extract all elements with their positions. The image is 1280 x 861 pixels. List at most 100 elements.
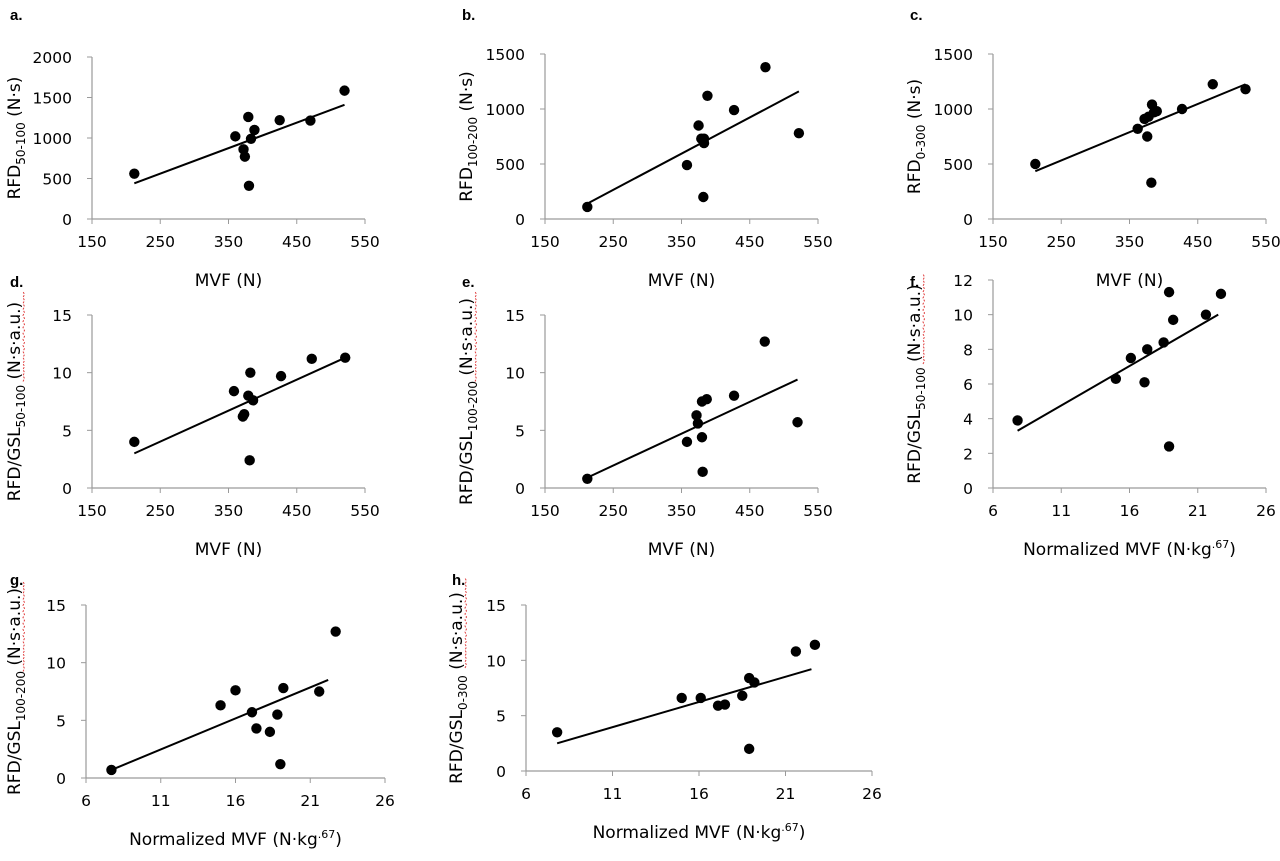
x-tick-label: 250 (598, 502, 628, 520)
data-point (245, 367, 256, 378)
panel-label: c. (910, 7, 923, 24)
x-tick-label: 11 (603, 785, 623, 803)
x-tick-label: 150 (77, 502, 107, 520)
data-point (306, 353, 317, 365)
panel-b: b. 150 250 350 450 550 0 500 1000 1500 MVF (N) RFD1… (457, 7, 833, 291)
data-point (698, 191, 709, 203)
data-point (228, 385, 240, 397)
data-point (759, 336, 770, 347)
y-tick-label: 12 (953, 272, 973, 290)
data-point (681, 159, 693, 171)
panel-label: a. (10, 7, 23, 24)
data-point (1200, 309, 1212, 320)
data-point (1125, 352, 1137, 364)
x-axis-label: MVF (N) (1096, 271, 1163, 291)
y-tick-label: 0 (963, 480, 973, 498)
spellcheck-squiggle (464, 577, 468, 669)
x-tick-label: 350 (214, 233, 244, 251)
y-tick-label: 2000 (33, 49, 72, 67)
x-tick-label: 450 (735, 502, 765, 520)
data-point (749, 677, 760, 688)
data-point (251, 723, 262, 734)
trend-line (556, 668, 812, 745)
data-point (106, 764, 117, 776)
data-point (793, 128, 805, 139)
data-point (696, 432, 708, 443)
trend-line (1017, 313, 1219, 432)
data-point (264, 726, 276, 738)
y-tick-label: 0 (62, 480, 72, 498)
y-tick-label: 500 (943, 156, 973, 174)
data-point (230, 685, 241, 696)
x-axis-label: Normalized MVF (N·kg.67) (593, 821, 806, 843)
y-tick-label: 0 (963, 211, 973, 229)
x-tick-label: 350 (1115, 233, 1145, 251)
y-tick-label: 15 (46, 597, 66, 615)
panel-label: d. (10, 274, 23, 291)
data-point (697, 466, 708, 478)
data-point (249, 124, 260, 136)
y-tick-label: 15 (505, 307, 525, 325)
x-tick-label: 350 (667, 233, 697, 251)
data-point (551, 727, 563, 738)
y-tick-label: 0 (515, 480, 525, 498)
data-point (582, 473, 593, 484)
data-point (790, 646, 802, 657)
data-point (1158, 337, 1169, 348)
data-point (691, 410, 702, 421)
data-point (246, 707, 258, 718)
data-point (737, 690, 748, 701)
data-point (760, 61, 771, 73)
data-point (275, 370, 287, 382)
panel-label: g. (10, 572, 23, 589)
x-axis-label: Normalized MVF (N·kg.67) (1023, 538, 1236, 560)
panel-a: a. 150 250 350 450 550 0 500 1000 1500 2000 MVF (N)… (5, 7, 380, 291)
x-tick-label: 6 (988, 502, 998, 520)
spellcheck-squiggle (22, 291, 26, 382)
y-tick-label: 15 (486, 597, 506, 615)
data-point (702, 90, 713, 102)
x-tick-label: 150 (530, 233, 560, 251)
y-axis-label: RFD0-300 (N·s) (905, 79, 928, 194)
panel-g: g. 6 11 16 21 26 0 5 10 15 Normalized MVF (N·kg.67… (5, 572, 395, 850)
data-point (230, 131, 241, 142)
y-axis-label: RFD/GSL100-200 (N·s·a.u.) (457, 298, 480, 505)
data-point (340, 352, 351, 363)
trend-line (586, 90, 800, 205)
y-axis-label: RFD/GSL50-100 (N·s·a.u.) (905, 284, 928, 483)
x-tick-label: 550 (803, 233, 833, 251)
x-axis-label: Normalized MVF (N·kg.67) (129, 828, 342, 850)
panel-label: e. (462, 274, 475, 291)
y-tick-label: 5 (496, 708, 506, 726)
x-tick-label: 250 (145, 233, 175, 251)
data-point (1142, 131, 1153, 142)
y-tick-label: 10 (953, 307, 973, 325)
x-tick-label: 26 (862, 785, 882, 803)
x-tick-label: 26 (1256, 502, 1276, 520)
y-tick-label: 1000 (934, 101, 973, 119)
data-point (695, 692, 706, 704)
y-tick-label: 500 (495, 156, 525, 174)
x-tick-label: 350 (667, 502, 697, 520)
data-point (243, 180, 255, 191)
data-point (728, 104, 740, 116)
data-point (1207, 79, 1218, 90)
data-point (1110, 373, 1122, 384)
y-axis-label: RFD/GSL0-300 (N·s·a.u.) (447, 592, 470, 784)
data-point (1167, 314, 1179, 326)
x-tick-label: 16 (1120, 502, 1140, 520)
data-point (275, 758, 286, 770)
y-tick-label: 1500 (486, 46, 525, 64)
x-tick-label: 26 (375, 792, 395, 810)
data-point (1176, 103, 1188, 115)
y-tick-label: 4 (963, 411, 973, 429)
y-tick-label: 2 (963, 445, 973, 463)
x-tick-label: 550 (1251, 233, 1280, 251)
y-tick-label: 10 (46, 655, 66, 673)
y-tick-label: 10 (486, 652, 506, 670)
data-point (247, 395, 259, 406)
data-point (330, 626, 341, 637)
x-tick-label: 11 (151, 792, 171, 810)
panel-c: c. 150 250 350 450 550 0 500 1000 1500 MVF (N) RFD0… (905, 7, 1280, 291)
x-tick-label: 550 (350, 233, 380, 251)
